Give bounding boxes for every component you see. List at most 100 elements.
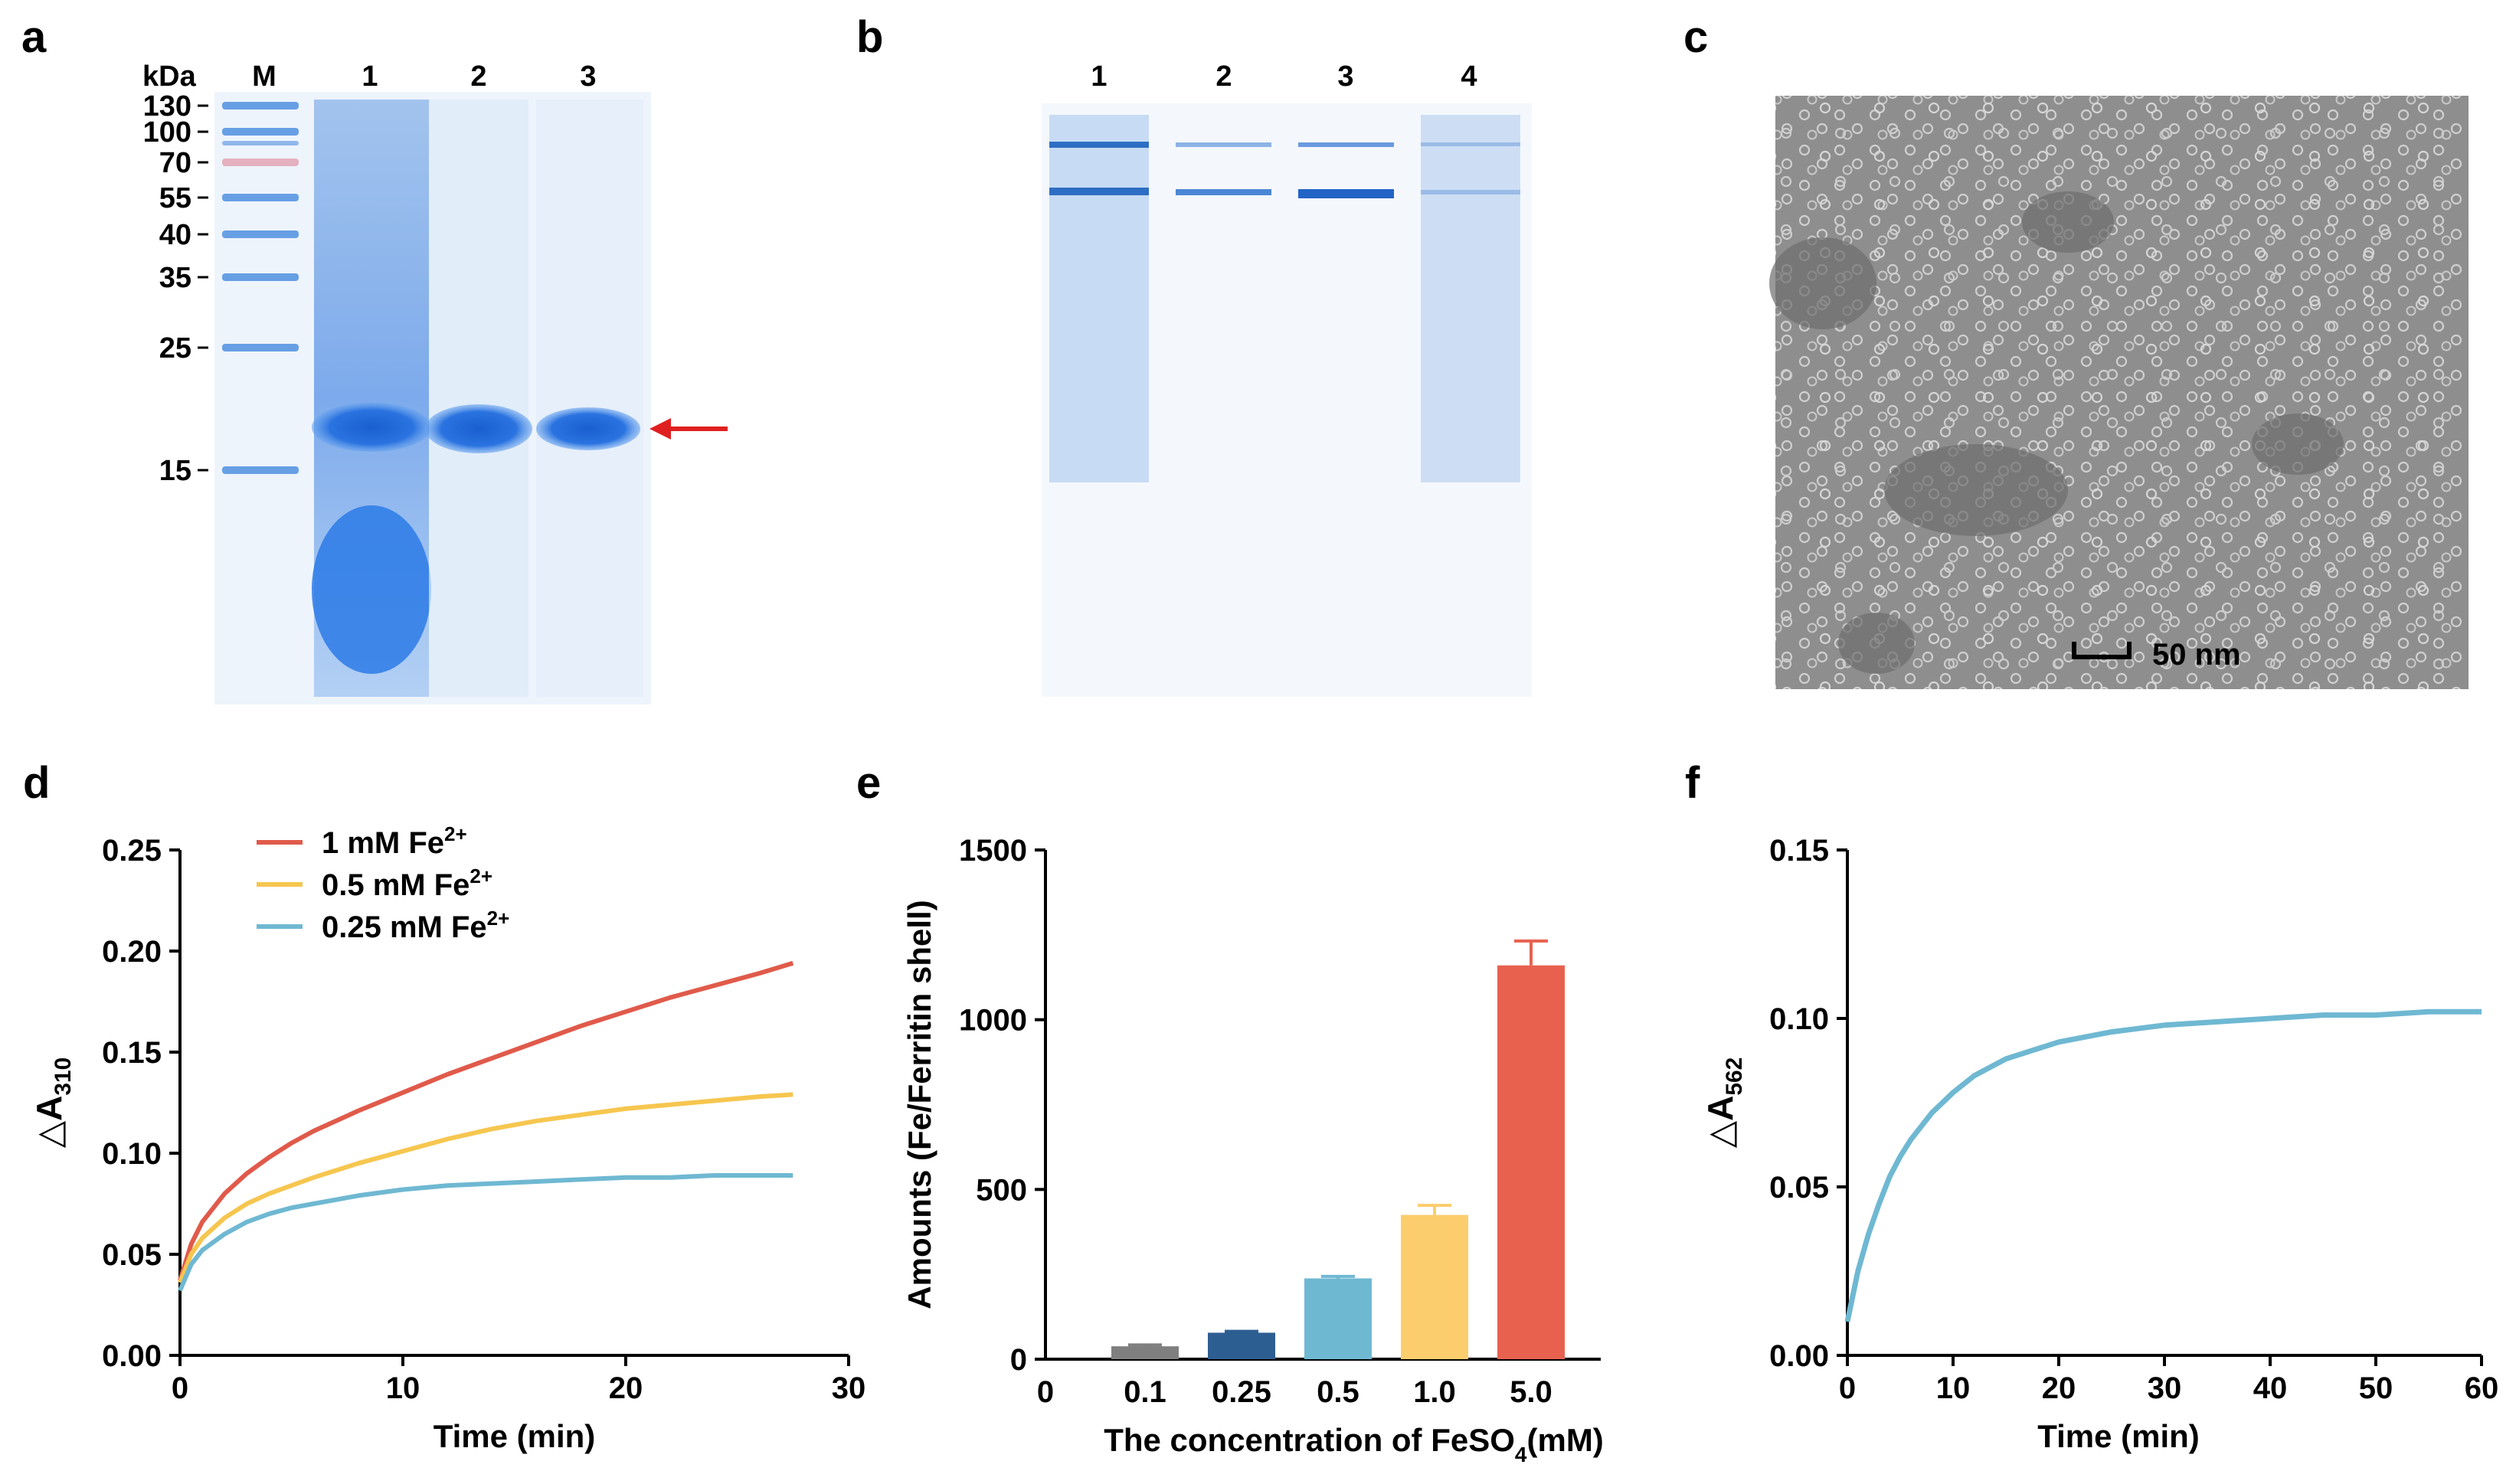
gel-a-lane-3-band [536,407,640,450]
gel-b-lane-label: 1 [1091,60,1107,93]
target-band-arrow [649,418,728,440]
legend-label: 0.5 mM Fe2+ [322,865,492,902]
y-axis-label: △A310 [29,1057,76,1148]
y-tick-label: 0.05 [1769,1171,1829,1205]
x-tick-label: 0 [1839,1371,1856,1405]
panel-d-letter: d [23,758,50,808]
y-tick-label: 0 [1010,1343,1027,1377]
y-tick-label: 0.15 [102,1036,162,1070]
panel-a-letter: a [21,12,47,62]
y-tick-label: 0.15 [1769,834,1829,868]
x-zero-label: 0 [1037,1375,1054,1409]
panel-e: e 0 500 1000 1500 0 0.1 0.25 0.5 1.0 5.0 The conce… [856,758,1604,1466]
x-tick-label: 50 [2359,1371,2393,1405]
gel-a-lane-label: 3 [580,60,596,93]
x-tick-label: 20 [609,1371,643,1405]
scale-bar: 50 nm [2072,638,2241,672]
gel-b-lane-4-smear [1421,115,1520,482]
chart-f: 0.00 0.05 0.10 0.15 0 10 20 30 40 50 60 Time (min) △… [1700,834,2498,1454]
legend-label: 0.25 mM Fe2+ [322,907,509,944]
marker-band [222,344,299,351]
scale-bar-label: 50 nm [2152,638,2241,672]
bar [1401,1214,1468,1359]
panel-f-letter: f [1685,758,1700,808]
y-tick-label: 0.20 [102,935,162,969]
kda-header: kDa [142,60,197,93]
gel-b-bands [1049,142,1520,198]
bar [1497,965,1565,1359]
y-tick-label: 0.00 [1769,1339,1829,1373]
gel-b-lane-label: 3 [1337,60,1353,93]
gel-a-lane-1-low-band [312,505,431,674]
marker-band [222,159,299,166]
x-axis-label: The concentration of FeSO4(mM) [1104,1422,1604,1466]
tem-particles-2 [1775,96,2469,689]
marker-band [222,141,299,145]
gel-a-lane-2-smear [429,100,528,697]
x-tick-label: 60 [2465,1371,2499,1405]
gel-a-lane-labels: M 1 2 3 [252,60,596,93]
tem-aggregates [1769,191,2344,674]
bar [1208,1332,1275,1359]
series-line [178,1092,793,1284]
panel-c: c 50 nm [1683,12,2469,689]
y-tick-label: 0.10 [102,1137,162,1171]
marker-label: 70 [159,147,191,179]
gel-a-lane-2-band [425,404,532,453]
gel-a-lane-label: M [252,60,276,93]
marker-band [222,128,299,136]
panel-f: f 0.00 0.05 0.10 0.15 0 10 20 30 40 50 60 Time (min… [1685,758,2498,1454]
x-tick-label: 10 [1936,1371,1971,1405]
y-tick-label: 0.25 [102,834,162,868]
marker-label: 55 [159,182,191,214]
bar [1304,1278,1372,1359]
x-tick-label: 0.1 [1124,1375,1166,1409]
panel-b-letter: b [856,12,883,62]
marker-band [222,273,299,281]
y-tick-label: 0.00 [102,1339,162,1373]
marker-band [222,230,299,238]
gel-a-lane-1-band [312,403,431,452]
y-tick-label: 1500 [959,834,1027,868]
panel-e-letter: e [856,758,881,808]
marker-label: 40 [159,219,191,251]
x-tick-label: 1.0 [1413,1375,1456,1409]
gel-a-lane-3-smear [536,100,643,697]
y-tick-label: 0.10 [1769,1002,1829,1036]
x-axis-label: Time (min) [2037,1418,2200,1454]
gel-a-lane-label: 2 [470,60,486,93]
y-axis-label: Amounts (Fe/Ferritin shell) [901,900,937,1309]
series-line [178,960,794,1282]
panel-b: b 1 2 3 4 [856,12,1532,697]
marker-label: 130 [143,90,191,123]
series-line [178,1173,793,1292]
gel-a-lane-label: 1 [362,60,378,93]
bar [1111,1346,1179,1359]
x-tick-label: 20 [2042,1371,2076,1405]
gel-b-lane-label: 2 [1215,60,1232,93]
x-tick-label: 30 [832,1371,866,1405]
marker-label: 25 [159,332,191,364]
y-tick-label: 1000 [959,1004,1027,1038]
gel-b-lane-1-smear [1049,115,1149,482]
chart-e: 0 500 1000 1500 0 0.1 0.25 0.5 1.0 5.0 The concent… [901,834,1604,1466]
x-tick-label: 0.25 [1212,1375,1271,1409]
marker-label: 35 [159,262,191,294]
x-tick-label: 0 [172,1371,188,1405]
panel-c-letter: c [1683,12,1708,62]
chart-d: 0.00 0.05 0.10 0.15 0.20 0.25 0 10 20 30 Time (min… [29,822,865,1454]
panel-d: d 0.00 0.05 0.10 0.15 0.20 0.25 0 10 20 30 Time (m… [23,758,865,1454]
gel-b-lane-labels: 1 2 3 4 [1091,60,1477,93]
series-line [1844,1008,2482,1322]
x-tick-label: 40 [2253,1371,2288,1405]
x-tick-label: 30 [2148,1371,2182,1405]
marker-band [222,466,299,474]
y-tick-label: 500 [976,1173,1027,1207]
legend-label: 1 mM Fe2+ [322,822,467,860]
marker-band [222,102,299,110]
marker-label: 100 [143,116,191,149]
y-tick-label: 0.05 [102,1238,162,1272]
